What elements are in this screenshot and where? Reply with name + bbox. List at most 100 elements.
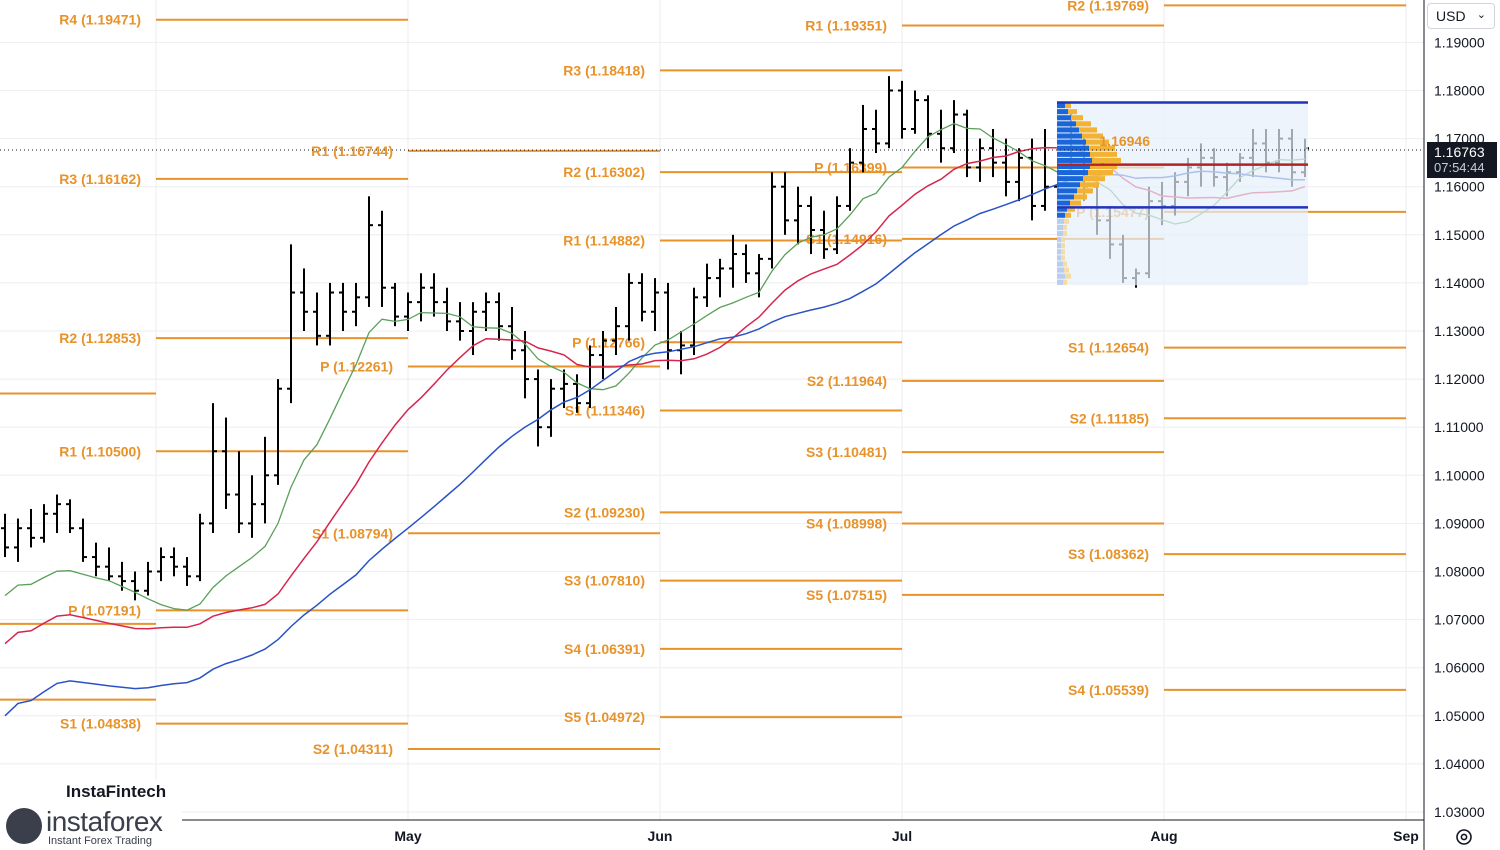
x-tick-label: Jul bbox=[892, 828, 912, 844]
volume-bar-up bbox=[1057, 109, 1068, 115]
pivot-label: S1 (1.11346) bbox=[565, 403, 645, 419]
volume-bar-down bbox=[1063, 230, 1067, 237]
brand-name: InstaFintech bbox=[66, 782, 167, 801]
volume-bar-up bbox=[1057, 279, 1063, 285]
volume-bar-up bbox=[1057, 163, 1090, 170]
volume-bar-up bbox=[1057, 261, 1063, 267]
pivot-label: R2 (1.16302) bbox=[563, 164, 645, 180]
y-tick-label: 1.08000 bbox=[1434, 564, 1485, 580]
pivot-label: P (1.12766) bbox=[572, 334, 645, 350]
y-tick-label: 1.11000 bbox=[1434, 419, 1484, 435]
volume-bar-down bbox=[1061, 243, 1065, 249]
chevron-down-icon: ⌄ bbox=[1476, 9, 1486, 21]
volume-bar-up bbox=[1057, 157, 1092, 163]
volume-profile-area bbox=[1057, 102, 1308, 286]
volume-bar-up bbox=[1057, 127, 1079, 133]
volume-bar-down bbox=[1083, 176, 1105, 182]
volume-bar-down bbox=[1065, 103, 1071, 109]
pivot-label: R1 (1.10500) bbox=[59, 443, 141, 459]
pivot-label: S1 (1.04838) bbox=[60, 716, 141, 732]
volume-bar-down bbox=[1074, 194, 1087, 200]
pivot-label: S3 (1.08362) bbox=[1068, 546, 1149, 562]
pivot-label: R1 (1.19351) bbox=[805, 18, 887, 34]
logo-tagline: Instant Forex Trading bbox=[48, 835, 152, 847]
volume-bar-down bbox=[1071, 115, 1083, 121]
y-tick-label: 1.15000 bbox=[1434, 227, 1485, 243]
bar-countdown: 07:54:44 bbox=[1434, 160, 1485, 175]
volume-bar-up bbox=[1057, 243, 1061, 249]
y-tick-label: 1.14000 bbox=[1434, 275, 1485, 291]
y-tick-label: 1.13000 bbox=[1434, 323, 1485, 339]
volume-bar-down bbox=[1076, 121, 1091, 127]
current-price-tag: 1.16763 07:54:44 bbox=[1427, 142, 1497, 178]
volume-bar-up bbox=[1057, 182, 1080, 188]
volume-bar-up bbox=[1057, 115, 1071, 121]
y-tick-label: 1.18000 bbox=[1434, 83, 1485, 99]
volume-bar-down bbox=[1063, 224, 1067, 230]
y-tick-label: 1.19000 bbox=[1434, 34, 1485, 50]
pivot-label: R1 (1.16744) bbox=[311, 143, 393, 159]
volume-bar-down bbox=[1089, 145, 1115, 151]
volume-bar-down bbox=[1092, 157, 1121, 163]
volume-bar-down bbox=[1090, 163, 1117, 170]
volume-bar-up bbox=[1057, 200, 1070, 206]
pivot-label: S5 (1.04972) bbox=[564, 709, 645, 725]
pivot-label: S1 (1.14916) bbox=[806, 231, 887, 247]
volume-bar-up bbox=[1057, 133, 1082, 139]
volume-bar-up bbox=[1057, 176, 1083, 182]
pivot-label: R2 (1.12853) bbox=[59, 330, 141, 346]
pivot-label: S2 (1.09230) bbox=[564, 504, 645, 520]
pivot-label: S2 (1.04311) bbox=[313, 741, 393, 757]
volume-bar-up bbox=[1057, 224, 1063, 230]
volume-bar-down bbox=[1063, 261, 1067, 267]
pivot-label: P (1.12261) bbox=[320, 359, 393, 375]
volume-bar-down bbox=[1064, 267, 1069, 273]
volume-bar-down bbox=[1082, 133, 1103, 139]
volume-bar-up bbox=[1057, 103, 1065, 109]
pivot-label: R1 (1.14882) bbox=[563, 232, 645, 248]
y-tick-label: 1.05000 bbox=[1434, 708, 1485, 724]
volume-bar-down bbox=[1068, 109, 1077, 115]
y-tick-label: 1.09000 bbox=[1434, 515, 1485, 531]
pivot-label: S2 (1.11964) bbox=[807, 373, 887, 389]
volume-bar-up bbox=[1057, 267, 1064, 273]
pivot-label: S4 (1.06391) bbox=[564, 641, 645, 657]
pivot-label: S4 (1.05539) bbox=[1068, 682, 1149, 698]
y-tick-label: 1.03000 bbox=[1434, 804, 1485, 820]
volume-bar-up bbox=[1057, 145, 1089, 151]
volume-profile-label: 1.16946 bbox=[1099, 133, 1150, 149]
pivot-label: S3 (1.07810) bbox=[564, 573, 645, 589]
volume-bar-up bbox=[1057, 218, 1064, 224]
volume-bar-down bbox=[1065, 273, 1071, 279]
pivot-label: R3 (1.18418) bbox=[563, 62, 645, 78]
pivot-label: R2 (1.19769) bbox=[1067, 0, 1149, 13]
x-tick-label: May bbox=[394, 828, 421, 844]
volume-bar-up bbox=[1057, 230, 1063, 237]
volume-bar-up bbox=[1057, 237, 1061, 243]
pivot-label: S5 (1.07515) bbox=[806, 587, 887, 603]
volume-bar-up bbox=[1057, 139, 1086, 145]
volume-bar-up bbox=[1057, 249, 1061, 255]
pivot-label: S1 (1.12654) bbox=[1068, 340, 1149, 356]
pivot-label: P (1.07191) bbox=[68, 602, 141, 618]
x-tick-label: Aug bbox=[1150, 828, 1177, 844]
settings-icon[interactable] bbox=[1453, 826, 1475, 848]
volume-bar-up bbox=[1057, 206, 1067, 212]
y-tick-label: 1.12000 bbox=[1434, 371, 1485, 387]
volume-bar-down bbox=[1067, 206, 1075, 212]
volume-bar-down bbox=[1090, 151, 1117, 157]
logo-icon bbox=[6, 808, 42, 844]
volume-bar-down bbox=[1088, 170, 1113, 176]
currency-select[interactable]: USD ⌄ bbox=[1427, 3, 1495, 29]
pivot-label: R3 (1.16162) bbox=[59, 171, 141, 187]
y-tick-label: 1.10000 bbox=[1434, 467, 1485, 483]
volume-bar-down bbox=[1064, 218, 1069, 224]
volume-bar-up bbox=[1057, 121, 1076, 127]
volume-bar-down bbox=[1080, 182, 1099, 188]
y-tick-label: 1.07000 bbox=[1434, 612, 1485, 628]
volume-bar-up bbox=[1057, 255, 1061, 261]
volume-bar-down bbox=[1061, 237, 1065, 243]
volume-bar-down bbox=[1079, 127, 1097, 133]
pivot-label: S3 (1.10481) bbox=[806, 444, 887, 460]
